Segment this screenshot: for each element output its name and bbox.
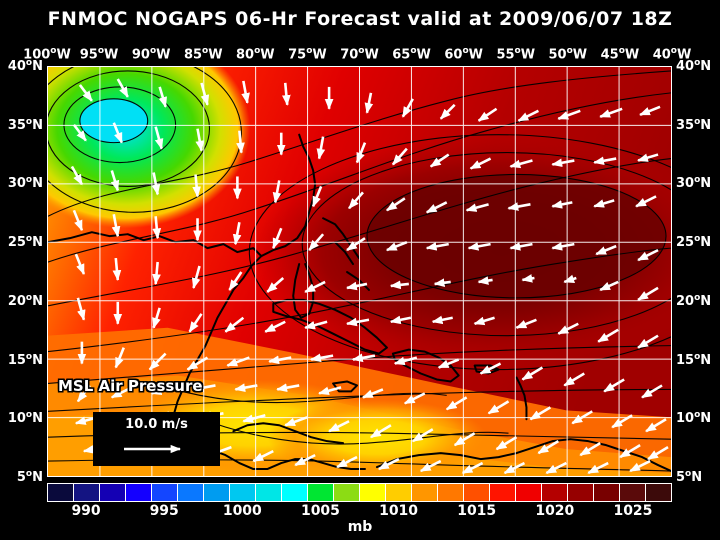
colorbar-swatch-10 [308,484,334,501]
lon-tick-100: 100oW [23,46,71,63]
lon-tick-60: 60oW [444,46,483,63]
colorbar-swatch-5 [178,484,204,501]
colorbar-swatch-21 [594,484,620,501]
field-label: MSL Air Pressure [58,377,203,395]
colorbar-tick-labels: 990 995 1000 1005 1010 1015 1020 1025 [0,503,720,521]
lat-tick-left-35: 35oN [7,116,43,133]
colorbar-swatch-1 [74,484,100,501]
lat-tick-left-15: 15oN [7,351,43,368]
colorbar-swatch-16 [464,484,490,501]
lat-tick-right-40: 40oN [676,57,712,75]
colorbar-swatch-4 [152,484,178,501]
wind-scale-label: 10.0 m/s [125,417,188,432]
lon-tick-40: 40oW [652,46,692,63]
colorbar-tick-1010: 1010 [379,503,419,519]
colorbar-tick-1015: 1015 [457,503,497,519]
colorbar-swatch-7 [230,484,256,501]
lat-tick-right-10: 10oN [676,410,712,427]
colorbar-swatch-14 [412,484,438,501]
wind-scale-key: 10.0 m/s [93,412,220,466]
lat-tick-right-30: 30oN [676,175,712,192]
colorbar-swatch-20 [568,484,594,501]
lon-tick-65: 65oW [392,46,431,63]
colorbar-swatch-17 [490,484,516,501]
page-title: FNMOC NOGAPS 06-Hr Forecast valid at 200… [47,8,673,30]
lat-tick-left-5: 5oN [16,468,43,486]
colorbar-swatch-9 [282,484,308,501]
colorbar-swatch-8 [256,484,282,501]
lat-tick-left-25: 25oN [7,233,43,251]
colorbar-tick-1020: 1020 [535,503,575,519]
lon-tick-70: 70oW [340,46,379,63]
colorbar-tick-1025: 1025 [613,503,653,519]
lat-tick-right-5: 5oN [676,468,703,486]
lon-tick-95: 95oW [79,46,119,63]
lon-tick-85: 85oW [183,46,223,63]
colorbar-unit-label: mb [347,519,373,535]
lon-tick-80: 80oW [236,46,275,63]
pressure-colorbar[interactable] [47,483,672,502]
colorbar-swatch-3 [126,484,152,501]
lat-tick-left-20: 20oN [7,292,43,310]
lat-tick-right-35: 35oN [676,116,712,133]
colorbar-swatch-22 [620,484,646,501]
colorbar-swatch-15 [438,484,464,501]
lat-tick-right-15: 15oN [676,351,712,368]
colorbar-swatch-6 [204,484,230,501]
colorbar-swatch-18 [516,484,542,501]
colorbar-tick-995: 995 [149,503,179,519]
colorbar-swatch-13 [386,484,412,501]
lat-tick-right-25: 25oN [676,233,712,251]
colorbar-swatch-12 [360,484,386,501]
lon-tick-50: 50oW [548,46,588,63]
colorbar-swatch-19 [542,484,568,501]
lat-tick-right-20: 20oN [676,292,712,310]
colorbar-swatch-2 [100,484,126,501]
colorbar-swatch-11 [334,484,360,501]
lon-tick-55: 55oW [496,46,536,63]
lon-tick-75: 75oW [288,46,327,63]
lat-tick-left-10: 10oN [7,410,43,427]
lat-tick-left-40: 40oN [7,57,43,75]
lon-tick-45: 45oW [600,46,640,63]
lon-tick-90: 90oW [131,46,171,63]
colorbar-tick-990: 990 [71,503,101,519]
colorbar-tick-1005: 1005 [300,503,340,519]
map-plot-area[interactable]: MSL Air Pressure 10.0 m/s [47,66,672,477]
lat-tick-left-30: 30oN [7,175,43,192]
colorbar-tick-1000: 1000 [222,503,262,519]
colorbar-swatch-0 [48,484,74,501]
colorbar-swatch-23 [646,484,671,501]
arrow-right-icon [124,444,182,454]
